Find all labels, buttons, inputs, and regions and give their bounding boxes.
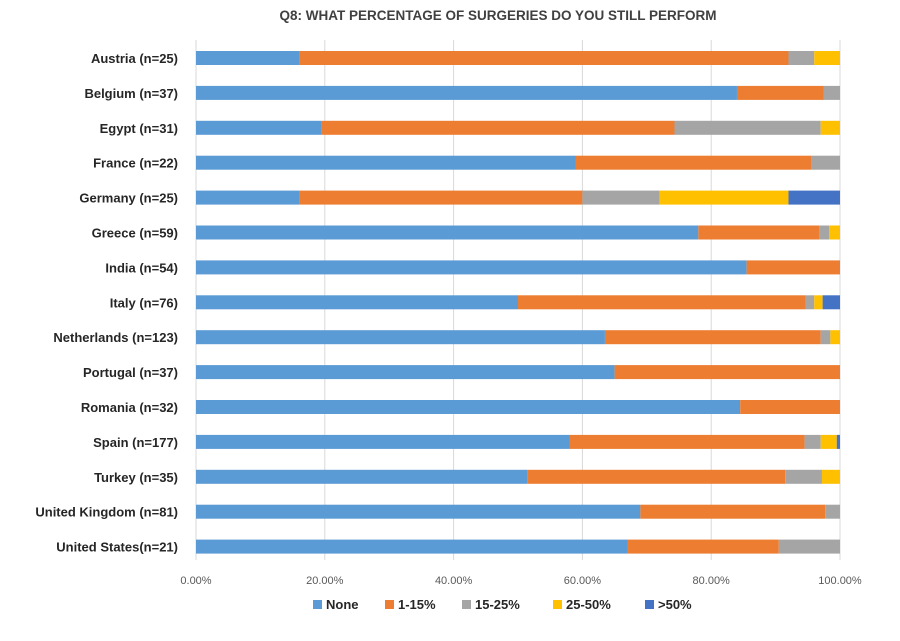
x-tick-label: 0.00% — [180, 575, 211, 587]
category-label: Netherlands (n=123) — [53, 330, 178, 345]
bar-segment — [196, 365, 615, 380]
category-label: United Kingdom (n=81) — [35, 505, 178, 520]
bar-segment — [811, 155, 840, 170]
legend-label: None — [326, 597, 359, 612]
legend-swatch — [313, 600, 322, 609]
bar-segment — [196, 155, 576, 170]
bar-segment — [321, 120, 675, 135]
category-label: Belgium (n=37) — [84, 86, 178, 101]
bar-segment — [299, 51, 789, 65]
category-label: Italy (n=76) — [110, 295, 178, 310]
bar-segment — [196, 330, 605, 345]
bar-segment — [804, 434, 821, 449]
bar-segment — [196, 190, 300, 205]
bar-segment — [814, 51, 840, 65]
bar-segment — [196, 85, 737, 100]
category-label: Austria (n=25) — [91, 51, 178, 66]
bar-segment — [836, 434, 840, 449]
bar-segment — [821, 469, 840, 484]
x-tick-label: 40.00% — [435, 575, 473, 587]
x-tick-label: 100.00% — [818, 575, 862, 587]
bar-segment — [814, 295, 823, 310]
bar-segment — [674, 120, 821, 135]
bar-segment — [825, 504, 840, 519]
bar-segment — [659, 190, 789, 205]
bar-segment — [196, 434, 570, 449]
bar-segment — [740, 400, 840, 414]
category-label: Greece (n=59) — [92, 226, 178, 241]
bar-segment — [788, 51, 815, 65]
bar-segment — [829, 225, 840, 240]
bar-segment — [196, 469, 528, 484]
bar-segment — [575, 155, 812, 170]
bar-segment — [196, 504, 641, 519]
bar-segment — [604, 330, 821, 345]
category-label: Turkey (n=35) — [94, 470, 178, 485]
bar-segment — [805, 295, 815, 310]
category-label: France (n=22) — [93, 156, 178, 171]
bar-segment — [819, 225, 830, 240]
legend-label: >50% — [658, 597, 692, 612]
category-label: Romania (n=32) — [81, 400, 178, 415]
bar-segment — [196, 400, 741, 414]
bar-segment — [614, 365, 840, 380]
x-tick-label: 80.00% — [693, 575, 731, 587]
bar-segment — [627, 539, 779, 554]
bar-segment — [299, 190, 583, 205]
bar-segment — [518, 295, 806, 310]
bar-segment — [785, 469, 822, 484]
chart-title: Q8: WHAT PERCENTAGE OF SURGERIES DO YOU … — [279, 8, 716, 23]
bar-segment — [822, 295, 840, 310]
legend-label: 1-15% — [398, 597, 436, 612]
category-label: Portugal (n=37) — [83, 365, 178, 380]
bar-segment — [820, 120, 840, 135]
bar-segment — [196, 225, 699, 240]
legend-label: 25-50% — [566, 597, 611, 612]
bar-segment — [736, 85, 824, 100]
legend-label: 15-25% — [475, 597, 520, 612]
bar-segment — [820, 434, 837, 449]
category-label: Egypt (n=31) — [100, 121, 178, 136]
bar-segment — [698, 225, 820, 240]
legend-swatch — [553, 600, 562, 609]
bar-segment — [196, 51, 300, 65]
bar-segment — [823, 85, 840, 100]
bar-segment — [196, 260, 747, 275]
bar-segment — [196, 120, 322, 135]
bar-segment — [788, 190, 840, 205]
bar-segment — [196, 295, 518, 310]
category-label: United States(n=21) — [56, 540, 178, 555]
legend-swatch — [645, 600, 654, 609]
category-label: India (n=54) — [105, 260, 178, 275]
bar-segment — [830, 330, 840, 345]
bar-segment — [196, 539, 628, 554]
legend-swatch — [462, 600, 471, 609]
bar-segment — [778, 539, 840, 554]
bar-segment — [582, 190, 660, 205]
x-tick-label: 60.00% — [564, 575, 602, 587]
bar-segment — [746, 260, 840, 275]
bar-segment — [569, 434, 805, 449]
legend-swatch — [385, 600, 394, 609]
bar-segment — [640, 504, 826, 519]
bar-segment — [820, 330, 831, 345]
x-tick-label: 20.00% — [306, 575, 344, 587]
bar-segment — [527, 469, 786, 484]
category-label: Germany (n=25) — [79, 191, 178, 206]
category-label: Spain (n=177) — [93, 435, 178, 450]
